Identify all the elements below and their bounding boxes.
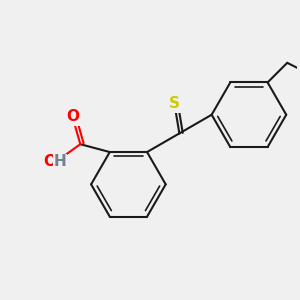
Text: H: H <box>54 154 67 169</box>
Text: S: S <box>169 97 180 112</box>
Text: O: O <box>66 109 79 124</box>
Text: O: O <box>43 154 56 169</box>
